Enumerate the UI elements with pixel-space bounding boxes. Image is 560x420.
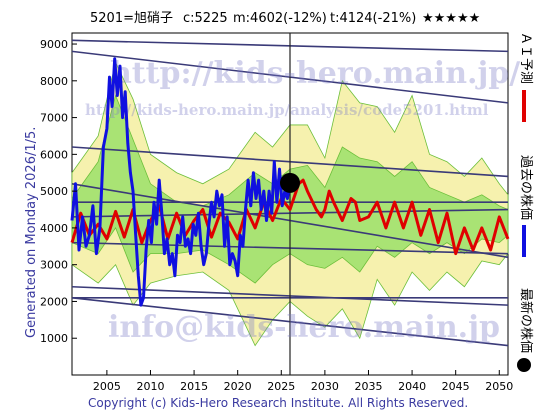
y-axis-ticks: 1000 2000 3000 4000 5000 6000 7000 8000 9000	[40, 38, 77, 345]
current-price: c:5225	[183, 11, 228, 26]
x-tick-label-2030: 2030	[311, 380, 339, 393]
x-tick-label-2045: 2045	[442, 380, 470, 393]
watermark-email: info@kids-hero.main.jp	[108, 310, 500, 345]
ai-forecast-series	[70, 178, 510, 256]
y-tick-label-9000: 9000	[40, 38, 68, 51]
legend-past-price-label: 過去の株価	[518, 155, 533, 220]
generated-date: Generated on Monday 2026/1/5.	[24, 127, 39, 338]
y-tick-label-6000: 6000	[40, 148, 68, 161]
legend-ai-forecast-swatch	[522, 90, 526, 122]
x-axis-ticks: 2005 2010 2015 2020 2025 2030 2035 2040 2045 2050	[93, 370, 513, 393]
watermark-analysis-url: http://kids-hero.main.jp/analysis/code52…	[85, 101, 489, 119]
legend-ai-forecast-label: ＡＩ予測	[518, 32, 533, 84]
past-price-line	[70, 57, 292, 307]
target-forecast: t:4124(-21%)	[330, 11, 416, 26]
chart-header: 5201=旭硝子 c:5225 m:4602(-12%) t:4124(-21%…	[90, 11, 480, 26]
stock-code-name: 5201=旭硝子	[90, 11, 173, 26]
plot-area: http://kids-hero.main.jp/ http://kids-he…	[70, 32, 520, 376]
y-tick-label-5000: 5000	[40, 185, 68, 198]
y-tick-label-7000: 7000	[40, 112, 68, 125]
ai-forecast-line	[70, 178, 510, 256]
latest-price-dot	[280, 172, 300, 193]
x-tick-label-2040: 2040	[398, 380, 426, 393]
y-tick-label-1000: 1000	[40, 332, 68, 345]
x-tick-label-2050: 2050	[485, 380, 513, 393]
x-tick-label-2025: 2025	[267, 380, 295, 393]
mid-forecast: m:4602(-12%)	[233, 11, 327, 26]
x-tick-label-2035: 2035	[354, 380, 382, 393]
y-tick-label-3000: 3000	[40, 259, 68, 272]
y-tick-label-4000: 4000	[40, 222, 68, 235]
x-tick-label-2010: 2010	[136, 380, 164, 393]
copyright: Copyright (c) Kids-Hero Research Institu…	[88, 396, 468, 410]
x-tick-label-2020: 2020	[224, 380, 252, 393]
latest-price-marker	[280, 172, 300, 193]
past-price-series	[70, 57, 292, 307]
legend-latest-price-label: 最新の株価	[518, 288, 534, 353]
watermark-site: http://kids-hero.main.jp/	[110, 56, 520, 91]
legend: ＡＩ予測 過去の株価 最新の株価	[517, 32, 534, 372]
y-tick-label-2000: 2000	[40, 295, 68, 308]
y-tick-label-8000: 8000	[40, 75, 68, 88]
legend-past-price-swatch	[522, 225, 526, 257]
rating-stars: ★★★★★	[422, 11, 480, 26]
legend-latest-price-dot	[517, 358, 531, 372]
x-tick-label-2005: 2005	[93, 380, 121, 393]
x-tick-label-2015: 2015	[180, 380, 208, 393]
